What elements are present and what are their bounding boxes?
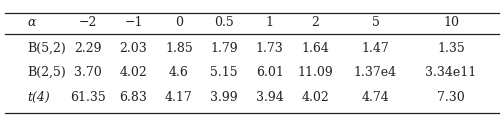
- Text: 4.02: 4.02: [119, 66, 148, 78]
- Text: 1.37e4: 1.37e4: [354, 66, 397, 78]
- Text: 1.79: 1.79: [211, 42, 238, 54]
- Text: t(4): t(4): [28, 91, 50, 104]
- Text: 6.83: 6.83: [119, 91, 148, 104]
- Text: 5: 5: [371, 16, 380, 29]
- Text: 4.02: 4.02: [301, 91, 329, 104]
- Text: 3.70: 3.70: [74, 66, 102, 78]
- Text: 1.47: 1.47: [361, 42, 390, 54]
- Text: 1.64: 1.64: [301, 42, 329, 54]
- Text: 4.17: 4.17: [165, 91, 193, 104]
- Text: 3.99: 3.99: [211, 91, 238, 104]
- Text: 1.85: 1.85: [165, 42, 193, 54]
- Text: 2.29: 2.29: [75, 42, 102, 54]
- Text: 0: 0: [175, 16, 183, 29]
- Text: 3.94: 3.94: [256, 91, 284, 104]
- Text: −2: −2: [79, 16, 97, 29]
- Text: 1: 1: [266, 16, 274, 29]
- Text: B(2,5): B(2,5): [28, 66, 67, 78]
- Text: α: α: [28, 16, 36, 29]
- Text: 2.03: 2.03: [119, 42, 148, 54]
- Text: 61.35: 61.35: [71, 91, 106, 104]
- Text: 4.74: 4.74: [361, 91, 390, 104]
- Text: 3.34e11: 3.34e11: [425, 66, 477, 78]
- Text: B(5,2): B(5,2): [28, 42, 67, 54]
- Text: 11.09: 11.09: [297, 66, 333, 78]
- Text: 1.73: 1.73: [256, 42, 284, 54]
- Text: 5.15: 5.15: [211, 66, 238, 78]
- Text: 6.01: 6.01: [256, 66, 284, 78]
- Text: 7.30: 7.30: [437, 91, 465, 104]
- Text: 0.5: 0.5: [214, 16, 234, 29]
- Text: −1: −1: [124, 16, 143, 29]
- Text: 10: 10: [443, 16, 459, 29]
- Text: 1.35: 1.35: [437, 42, 465, 54]
- Text: 4.6: 4.6: [169, 66, 189, 78]
- Text: 2: 2: [311, 16, 319, 29]
